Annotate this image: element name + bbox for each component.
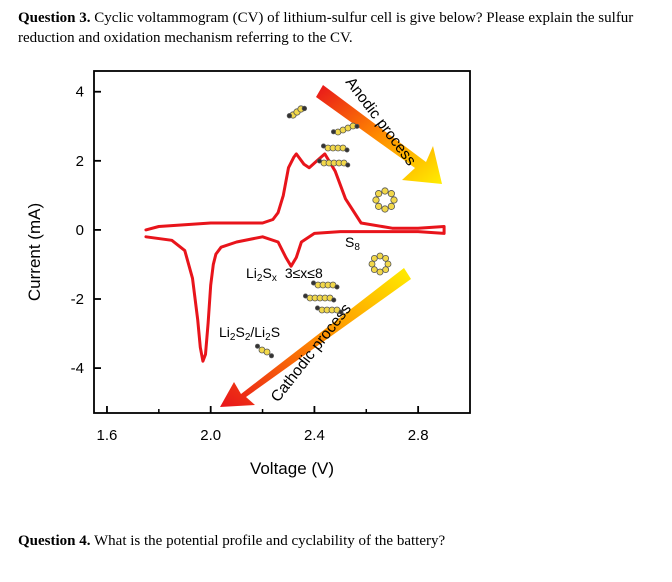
label-s8: S8: [345, 234, 360, 253]
question-4-text: What is the potential profile and cyclab…: [94, 533, 446, 549]
y-tick-label: 0: [76, 222, 84, 239]
lithium-atom: [286, 113, 293, 119]
plot-frame: [93, 70, 471, 414]
question-4-label: Question 4.: [18, 533, 91, 549]
x-tick-label: 1.6: [97, 427, 118, 444]
x-tick-label: 2.0: [200, 427, 221, 444]
label-li2s2-li2s: Li2S2/Li2S: [219, 324, 280, 343]
lithium-atom: [345, 162, 351, 168]
anodic-arrow: [316, 85, 442, 184]
lithium-atom: [316, 158, 322, 164]
x-tick-label: 2.8: [408, 427, 429, 444]
molecule-icons: [254, 105, 398, 359]
lithium-atom: [330, 129, 336, 135]
lithium-atom: [354, 123, 360, 129]
sulfur-atom: [390, 196, 398, 204]
question-3-label: Question 3.: [18, 10, 91, 26]
question-4: Question 4. What is the potential profil…: [18, 531, 658, 551]
label-li2sx: Li2Sx 3≤x≤8: [246, 265, 323, 284]
sulfur-atom: [381, 205, 389, 213]
sulfur-atom: [382, 266, 390, 274]
sulfur-atom: [382, 254, 390, 262]
x-axis-label: Voltage (V): [250, 459, 334, 478]
y-tick-label: 2: [76, 153, 84, 170]
sulfur-atom: [375, 202, 383, 210]
y-axis-ticks: 4 2 0 -2 -4: [71, 84, 101, 377]
sulfur-atom: [376, 268, 384, 276]
y-tick-label: -2: [71, 291, 84, 308]
sulfur-atom: [368, 260, 376, 268]
sulfur-atom: [370, 266, 378, 274]
lithium-atom: [344, 147, 350, 153]
lithium-atom: [310, 280, 316, 286]
sulfur-atom: [376, 252, 384, 260]
question-3-text: Cyclic voltammogram (CV) of lithium-sulf…: [18, 10, 634, 46]
question-3: Question 3. Cyclic voltammogram (CV) of …: [18, 8, 658, 48]
sulfur-atom: [387, 202, 395, 210]
sulfur-atom: [381, 187, 389, 195]
cv-figure: 4 2 0 -2 -4 1.6 2.0 2.4 2.8 Current (mA) Voltag…: [25, 70, 471, 478]
lithium-atom: [302, 293, 308, 299]
lithium-atom: [301, 105, 308, 112]
lithium-atom: [320, 143, 326, 149]
sulfur-atom: [372, 196, 380, 204]
lithium-atom: [254, 343, 260, 349]
cathodic-process-label: Cathodic process: [268, 300, 355, 405]
sulfur-atom: [263, 348, 271, 356]
cv-curve: [144, 152, 446, 363]
x-axis-ticks: 1.6 2.0 2.4 2.8: [97, 406, 429, 444]
sulfur-atom: [375, 190, 383, 198]
y-tick-label: 4: [76, 84, 84, 101]
x-tick-label: 2.4: [304, 427, 325, 444]
lithium-atom: [331, 297, 337, 303]
y-axis-label: Current (mA): [25, 203, 44, 301]
lithium-atom: [338, 309, 344, 315]
lithium-atom: [314, 305, 320, 311]
y-tick-label: -4: [71, 360, 84, 377]
sulfur-atom: [387, 190, 395, 198]
lithium-atom: [268, 353, 274, 359]
sulfur-atom: [384, 260, 392, 268]
lithium-atom: [334, 284, 340, 290]
sulfur-atom: [370, 254, 378, 262]
cathodic-arrow: [220, 268, 411, 407]
